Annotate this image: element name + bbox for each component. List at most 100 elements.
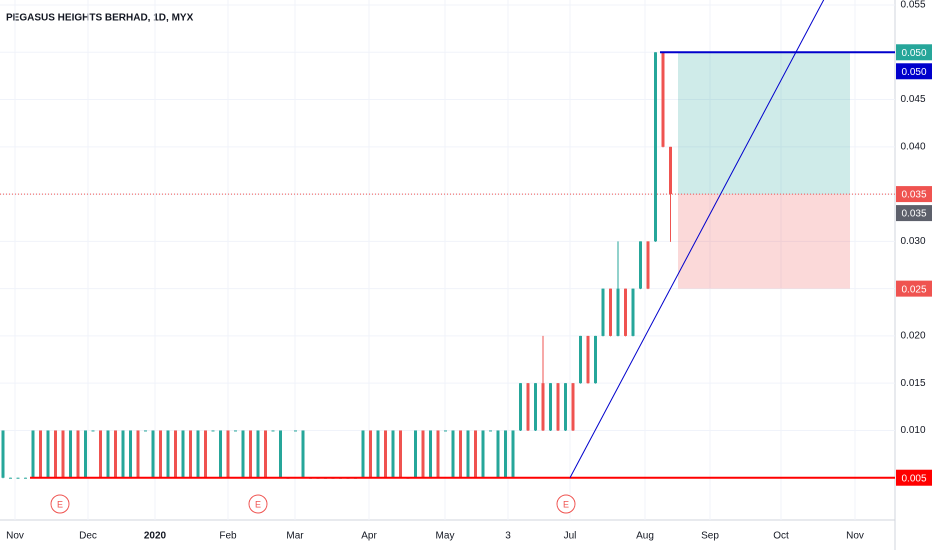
candle-body bbox=[579, 335, 582, 384]
price-label-bg bbox=[896, 205, 932, 222]
x-tick-label: 3 bbox=[505, 531, 511, 542]
y-tick-label: 0.010 bbox=[900, 425, 925, 436]
candle-body bbox=[181, 430, 185, 478]
price-label-bg bbox=[896, 469, 932, 486]
candle-body bbox=[466, 430, 470, 478]
candle-body bbox=[511, 430, 515, 478]
x-tick-label: Dec bbox=[79, 531, 97, 542]
candle-body bbox=[601, 288, 605, 336]
candle-body bbox=[1, 430, 5, 478]
candle-body bbox=[534, 383, 537, 431]
candle-body bbox=[526, 383, 530, 431]
candle-body bbox=[46, 430, 50, 478]
price-label: 0.050 bbox=[901, 48, 926, 59]
candle-body bbox=[121, 430, 125, 478]
candle-body bbox=[114, 430, 117, 478]
candle-body bbox=[106, 430, 110, 478]
earnings-marker bbox=[50, 494, 70, 514]
candle-body bbox=[91, 430, 95, 432]
candle-body bbox=[571, 383, 575, 431]
candle-body bbox=[384, 430, 387, 478]
candle-body bbox=[31, 430, 35, 478]
x-tick-label: Sep bbox=[701, 531, 719, 542]
candle-body bbox=[436, 430, 440, 478]
candle-body bbox=[9, 477, 12, 479]
candle-body bbox=[301, 430, 305, 478]
candle-body bbox=[609, 288, 612, 336]
candle-body bbox=[414, 430, 417, 478]
price-label-bg bbox=[896, 186, 932, 203]
x-tick-label: 2020 bbox=[144, 531, 167, 542]
trend-line bbox=[569, 0, 825, 478]
price-label: 0.035 bbox=[901, 190, 926, 201]
x-tick-label: Mar bbox=[286, 531, 304, 542]
candle-body bbox=[459, 430, 462, 478]
x-tick-label: Apr bbox=[361, 531, 377, 542]
earnings-marker bbox=[248, 494, 268, 514]
candle-body bbox=[654, 52, 657, 242]
earnings-label: E bbox=[57, 499, 63, 509]
candle-body bbox=[639, 241, 642, 289]
x-tick-label: Nov bbox=[6, 531, 24, 542]
price-label-bg bbox=[896, 280, 932, 297]
price-label: 0.035 bbox=[901, 209, 926, 220]
candle-body bbox=[556, 383, 560, 431]
candle-body bbox=[24, 477, 27, 479]
candle-body bbox=[669, 146, 672, 195]
candle-body bbox=[624, 288, 627, 336]
y-tick-label: 0.030 bbox=[900, 236, 925, 247]
price-label: 0.005 bbox=[901, 473, 926, 484]
candle-body bbox=[234, 430, 237, 432]
candle-body bbox=[451, 430, 455, 478]
x-tick-label: Feb bbox=[219, 531, 237, 542]
x-tick-label: Aug bbox=[636, 531, 654, 542]
candle-body bbox=[661, 52, 665, 147]
candle-body bbox=[294, 430, 297, 432]
candle-body bbox=[361, 430, 365, 478]
candle-body bbox=[264, 430, 267, 478]
candle-body bbox=[69, 430, 72, 478]
y-tick-label: 0.045 bbox=[900, 94, 925, 105]
candle-body bbox=[504, 430, 507, 478]
candle-body bbox=[444, 430, 447, 432]
candle-body bbox=[136, 430, 140, 478]
candle-body bbox=[594, 335, 597, 384]
candle-body bbox=[369, 430, 372, 478]
candle-body bbox=[564, 383, 567, 431]
x-tick-label: Nov bbox=[846, 531, 864, 542]
candle-body bbox=[189, 430, 192, 478]
y-tick-label: 0.020 bbox=[900, 331, 925, 342]
candle-body bbox=[421, 430, 425, 478]
candle-body bbox=[646, 241, 650, 289]
candle-body bbox=[429, 430, 432, 478]
y-tick-label: 0.055 bbox=[900, 0, 925, 11]
candle-body bbox=[211, 430, 215, 432]
candle-body bbox=[496, 430, 500, 478]
candle-body bbox=[541, 383, 545, 431]
candle-body bbox=[249, 430, 252, 478]
x-tick-label: Oct bbox=[773, 531, 789, 542]
candle-body bbox=[16, 477, 20, 479]
candle-body bbox=[76, 430, 80, 478]
candle-body bbox=[481, 430, 485, 478]
x-tick-label: Jul bbox=[564, 531, 577, 542]
grid bbox=[0, 0, 895, 520]
candle-body bbox=[256, 430, 260, 478]
price-label-bg bbox=[896, 44, 932, 61]
candle-body bbox=[61, 430, 65, 478]
earnings-label: E bbox=[563, 499, 569, 509]
candle-body bbox=[204, 430, 207, 478]
price-label: 0.025 bbox=[901, 284, 926, 295]
candle-body bbox=[474, 430, 477, 478]
candle-body bbox=[151, 430, 155, 478]
candle-body bbox=[54, 430, 57, 478]
position-loss-zone bbox=[678, 194, 850, 289]
candle-body bbox=[196, 430, 200, 478]
price-label: 0.050 bbox=[901, 67, 926, 78]
candle-body bbox=[241, 430, 245, 478]
candle-body bbox=[489, 430, 492, 432]
y-tick-label: 0.015 bbox=[900, 378, 925, 389]
candle-body bbox=[271, 430, 275, 432]
candle-body bbox=[399, 430, 402, 478]
